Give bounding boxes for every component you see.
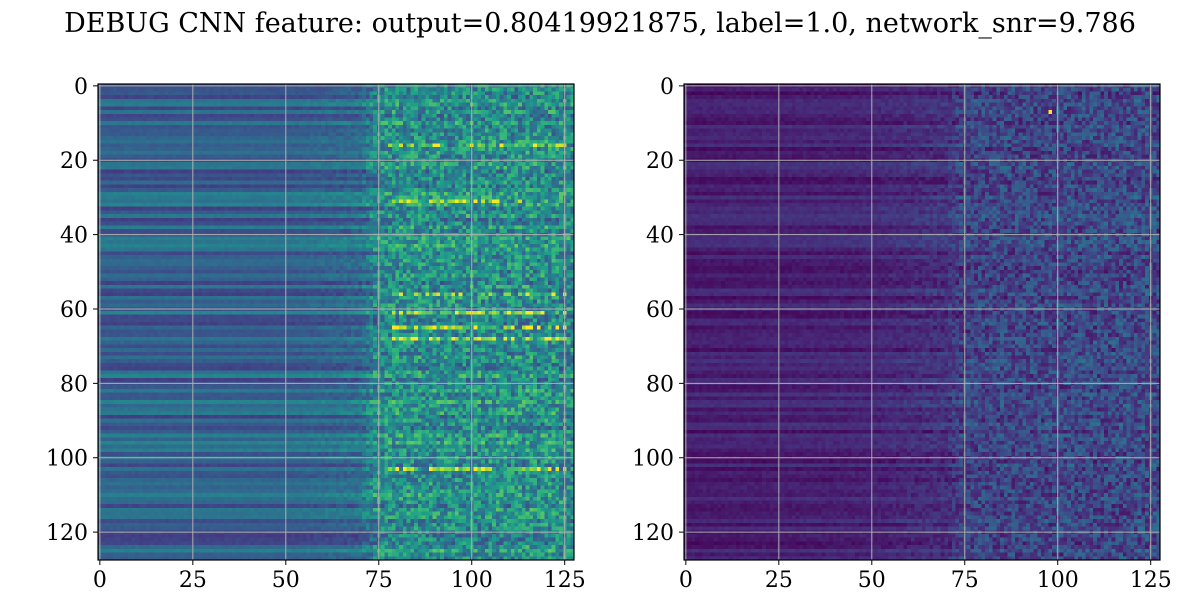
axes-frame: [97, 83, 575, 561]
x-tick-label: 100: [1037, 568, 1079, 593]
x-tick-label: 25: [765, 568, 793, 593]
y-tick-label: 20: [646, 149, 674, 174]
y-tick-label: 80: [60, 372, 88, 397]
y-tick-label: 0: [660, 75, 674, 100]
heatmap-cells: [684, 84, 1160, 560]
y-tick-label: 60: [646, 298, 674, 323]
y-tick-label: 0: [74, 75, 88, 100]
y-tick-label: 120: [632, 521, 674, 546]
x-tick-label: 125: [1130, 568, 1172, 593]
y-tick-label: 100: [632, 447, 674, 472]
x-tick-label: 25: [179, 568, 207, 593]
x-tick-label: 0: [93, 568, 107, 593]
y-tick-label: 80: [646, 372, 674, 397]
x-tick-label: 0: [679, 568, 693, 593]
y-tick-label: 100: [46, 447, 88, 472]
heatmap-panel-left: 0 25 50 75 100 125 0 20 40 60 80 100 120: [46, 75, 586, 593]
y-tick-label: 20: [60, 149, 88, 174]
x-tick-label: 50: [272, 568, 300, 593]
x-tick-label: 75: [365, 568, 393, 593]
heatmap-panel-right: 0 25 50 75 100 125 0 20 40 60 80 100 120: [632, 75, 1172, 593]
figure-title: DEBUG CNN feature: output=0.80419921875,…: [64, 8, 1136, 39]
x-tick-label: 75: [951, 568, 979, 593]
x-tick-label: 50: [858, 568, 886, 593]
y-tick-label: 60: [60, 298, 88, 323]
y-tick-label: 40: [646, 224, 674, 249]
axes-frame: [683, 83, 1161, 561]
x-tick-label: 125: [544, 568, 586, 593]
y-tick-label: 120: [46, 521, 88, 546]
heatmap-cells: [98, 84, 574, 560]
y-tick-label: 40: [60, 224, 88, 249]
x-tick-label: 100: [451, 568, 493, 593]
